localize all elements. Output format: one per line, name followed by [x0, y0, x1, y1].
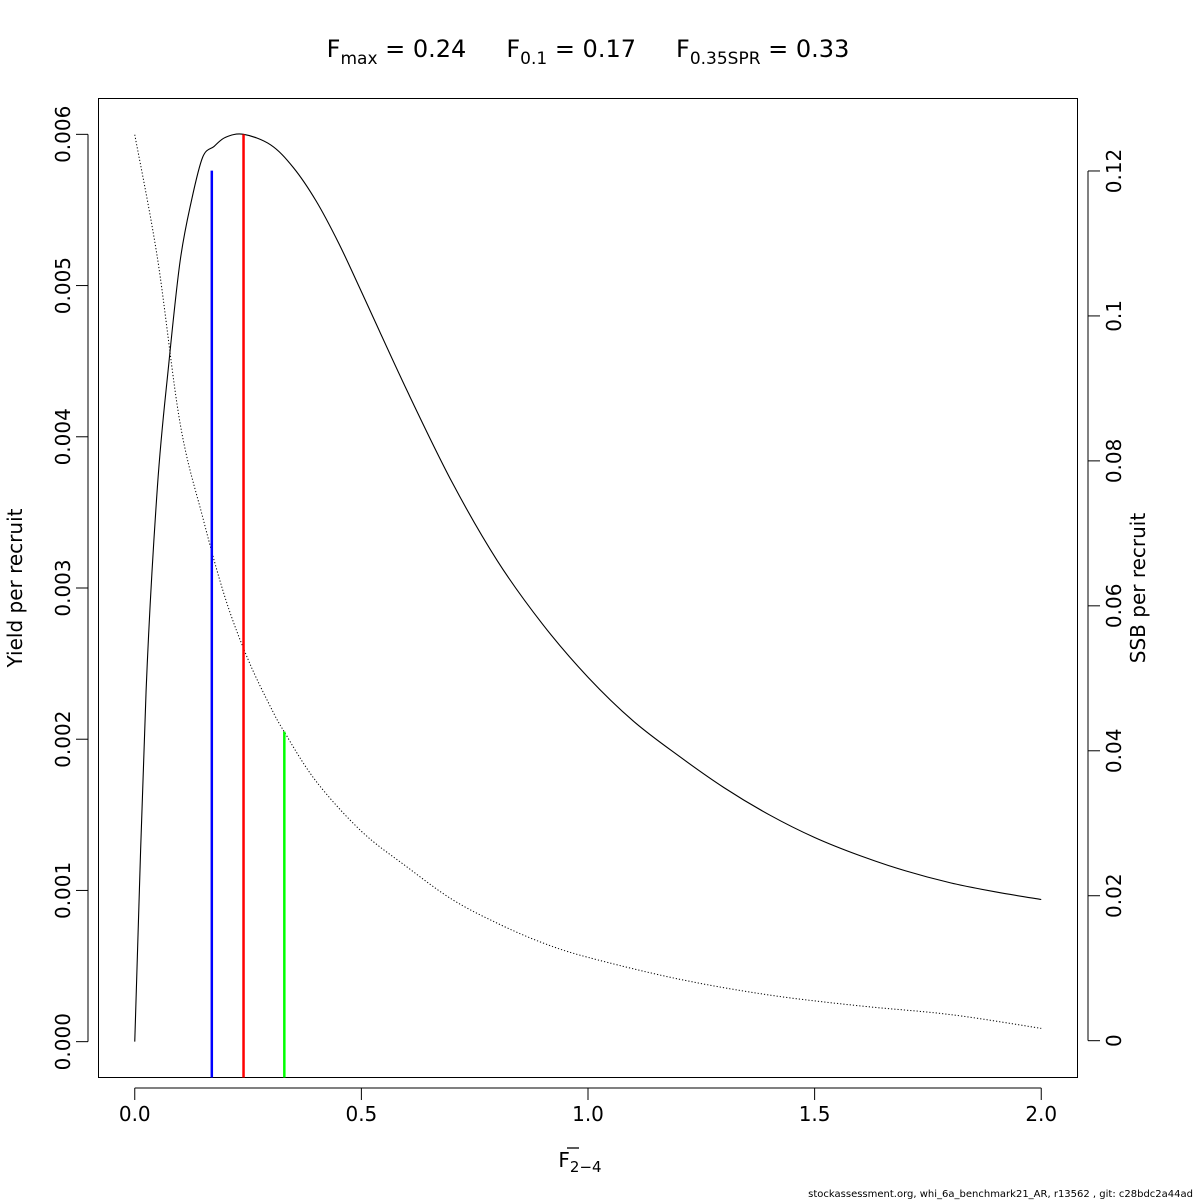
title-part: F — [506, 35, 520, 63]
reference-lines — [210, 134, 286, 1078]
y-right-tick-label: 0.04 — [1102, 729, 1126, 774]
chart-title: Fmax = 0.24 F0.1 = 0.17 F0.35SPR = 0.33 — [327, 35, 850, 69]
title-part: F — [327, 35, 341, 63]
y-axis-right: 0 0.02 0.04 0.06 0.08 0.1 0.12 — [1087, 149, 1126, 1047]
plot-frame — [98, 98, 1078, 1078]
y-right-tick-label: 0.08 — [1102, 439, 1126, 484]
x-tick-label: 2.0 — [1025, 1102, 1057, 1126]
y-left-tick-label: 0.005 — [51, 257, 75, 314]
x-axis-label: F2−4 — [558, 1148, 601, 1176]
x-axis: 0.0 0.5 1.0 1.5 2.0 — [119, 1087, 1057, 1126]
title-part-value: = 0.17 — [547, 35, 636, 63]
title-part-value: = 0.33 — [761, 35, 850, 63]
x-label-base: F — [558, 1148, 570, 1172]
y-left-tick-label: 0.006 — [51, 106, 75, 163]
x-label-subscript: 2−4 — [570, 1158, 602, 1176]
y-right-tick-label: 0.12 — [1102, 149, 1126, 194]
x-tick-label: 1.5 — [799, 1102, 831, 1126]
series-layer — [134, 133, 1042, 1042]
y-right-tick-label: 0 — [1102, 1034, 1126, 1047]
title-part-value: = 0.24 — [378, 35, 467, 63]
x-tick-label: 1.0 — [572, 1102, 604, 1126]
x-tick-label: 0.5 — [345, 1102, 377, 1126]
y-left-tick-label: 0.001 — [51, 862, 75, 919]
y-axis-left-label: Yield per recruit — [3, 508, 27, 668]
y-left-tick-label: 0.003 — [51, 559, 75, 616]
title-part-subscript: max — [340, 49, 377, 69]
y-axis-left: 0.000 0.001 0.002 0.003 0.004 0.005 0.006 — [51, 106, 89, 1070]
title-part: F — [676, 35, 690, 63]
x-tick-label: 0.0 — [119, 1102, 151, 1126]
y-right-tick-label: 0.02 — [1102, 873, 1126, 918]
footer-text: stockassessment.org, whi_6a_benchmark21_… — [808, 1189, 1193, 1200]
y-axis-right-label: SSB per recruit — [1126, 513, 1150, 664]
y-left-tick-label: 0.000 — [51, 1013, 75, 1070]
title-part-subscript: 0.35SPR — [690, 49, 761, 69]
yield-per-recruit-line — [134, 133, 1042, 1042]
y-left-tick-label: 0.004 — [51, 408, 75, 465]
y-left-tick-label: 0.002 — [51, 711, 75, 768]
title-part-subscript: 0.1 — [520, 49, 547, 69]
y-right-tick-label: 0.1 — [1102, 300, 1126, 332]
ssb-per-recruit-line — [134, 134, 1042, 1029]
y-right-tick-label: 0.06 — [1102, 584, 1126, 629]
